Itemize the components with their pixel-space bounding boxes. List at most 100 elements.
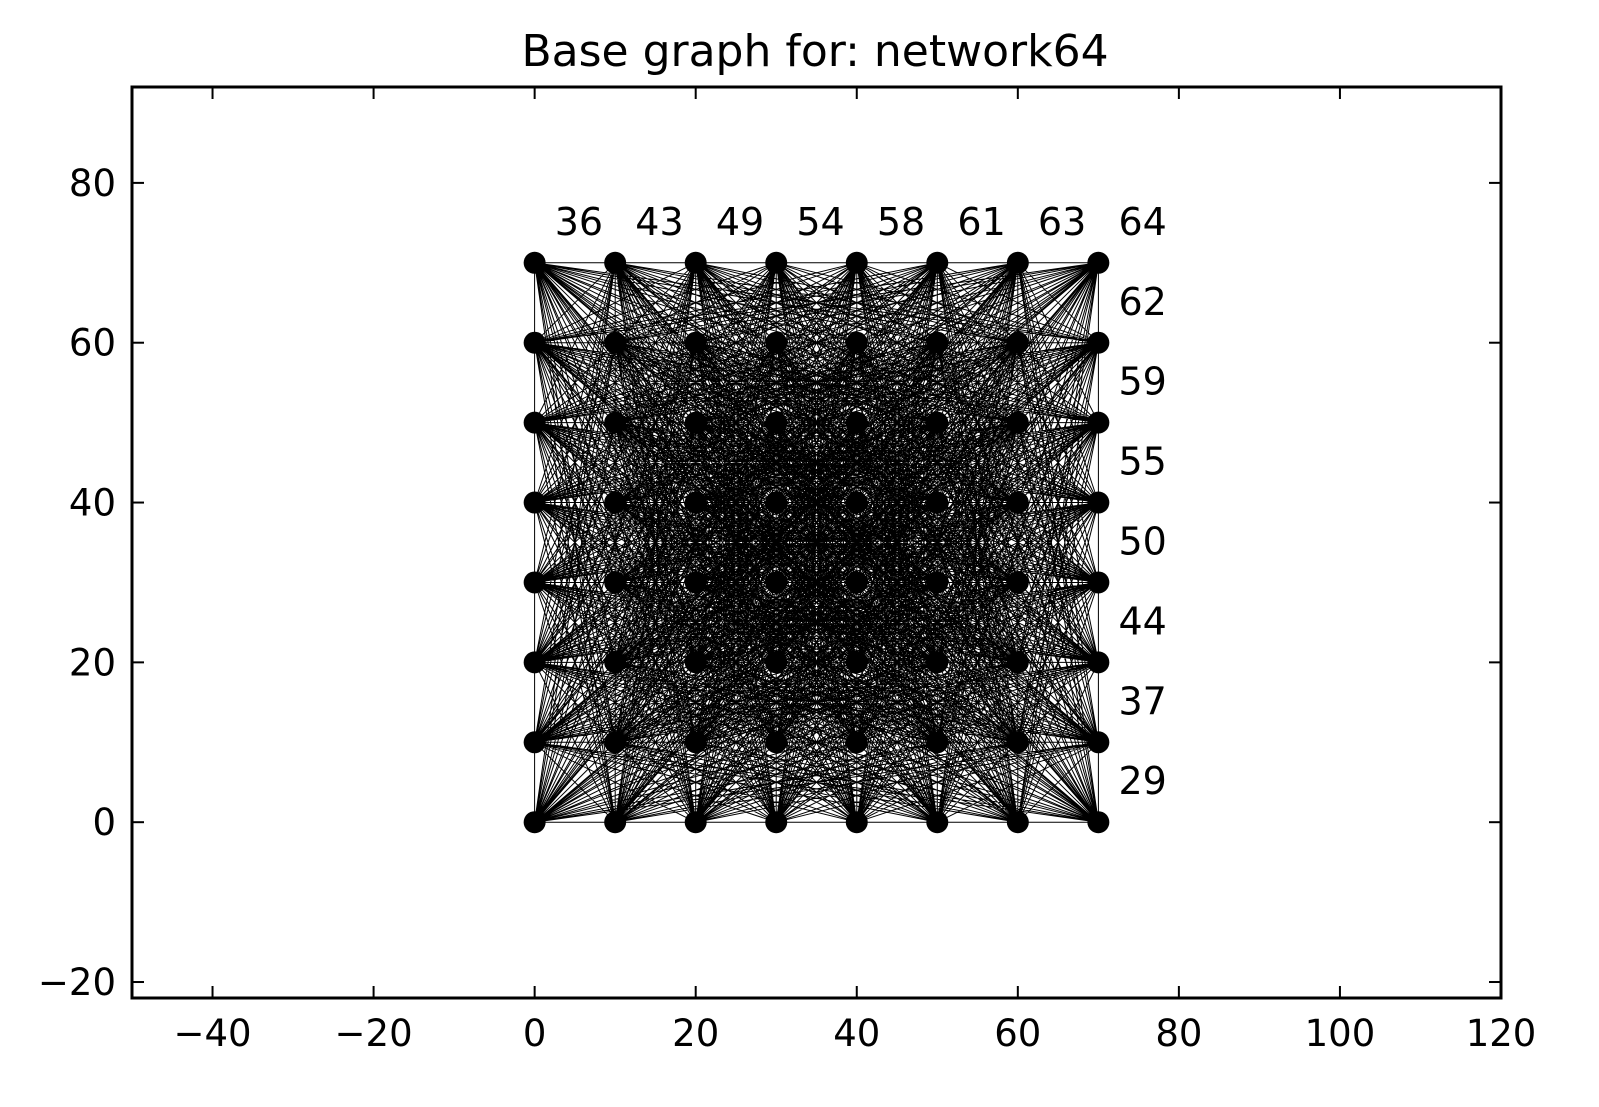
graph-node bbox=[1006, 811, 1029, 834]
graph-node bbox=[684, 491, 707, 514]
graph-node bbox=[845, 331, 868, 354]
graph-node bbox=[765, 491, 788, 514]
graph-node bbox=[845, 491, 868, 514]
node-label-right: 55 bbox=[1118, 440, 1166, 484]
x-tick-label: 20 bbox=[672, 1012, 719, 1055]
y-tick-label: 40 bbox=[69, 482, 116, 525]
axis-tick-labels: −40 −20 0 20 40 60 80 100 120 −20 0 20 40 60 80 bbox=[38, 162, 1536, 1055]
node-label-top: 36 bbox=[555, 200, 603, 244]
graph-node bbox=[926, 411, 949, 434]
node-labels: 36 43 49 54 58 61 63 64 62 59 55 50 44 37 29 bbox=[555, 200, 1167, 803]
graph-node bbox=[523, 811, 546, 834]
graph-node bbox=[1006, 251, 1029, 274]
graph-node bbox=[845, 411, 868, 434]
x-tick-label: 120 bbox=[1466, 1012, 1537, 1055]
graph-node bbox=[523, 571, 546, 594]
graph-node bbox=[926, 251, 949, 274]
chart-title: Base graph for: network64 bbox=[521, 26, 1108, 77]
nodes bbox=[523, 251, 1110, 834]
graph-node bbox=[926, 491, 949, 514]
graph-node bbox=[926, 731, 949, 754]
node-label-right: 59 bbox=[1118, 360, 1166, 404]
graph-node bbox=[1087, 491, 1110, 514]
graph-node bbox=[684, 411, 707, 434]
graph-node bbox=[684, 331, 707, 354]
node-label-right: 29 bbox=[1118, 759, 1166, 803]
x-tick-label: 40 bbox=[833, 1012, 880, 1055]
node-label-top: 54 bbox=[796, 200, 844, 244]
graph-node bbox=[765, 331, 788, 354]
graph-node bbox=[604, 411, 627, 434]
node-label-top: 49 bbox=[716, 200, 764, 244]
graph-node bbox=[604, 651, 627, 674]
y-tick-label: 60 bbox=[69, 322, 116, 365]
y-tick-label: 20 bbox=[69, 641, 116, 684]
plot-frame bbox=[130, 85, 1503, 1000]
graph-node bbox=[523, 651, 546, 674]
graph-node bbox=[765, 811, 788, 834]
node-label-top: 58 bbox=[877, 200, 925, 244]
graph-node bbox=[1006, 651, 1029, 674]
y-tick-label: 80 bbox=[69, 162, 116, 205]
graph-node bbox=[926, 811, 949, 834]
graph-node bbox=[604, 811, 627, 834]
graph-node bbox=[1006, 411, 1029, 434]
graph-node bbox=[684, 651, 707, 674]
graph-node bbox=[1087, 331, 1110, 354]
graph-node bbox=[523, 251, 546, 274]
y-tick-label: −20 bbox=[38, 961, 116, 1004]
x-tick-label: 100 bbox=[1305, 1012, 1376, 1055]
graph-node bbox=[765, 251, 788, 274]
graph-node bbox=[604, 331, 627, 354]
node-label-top: 61 bbox=[957, 200, 1005, 244]
graph-node bbox=[845, 251, 868, 274]
graph-node bbox=[926, 651, 949, 674]
graph-node bbox=[523, 331, 546, 354]
graph-node bbox=[604, 251, 627, 274]
x-tick-label: 80 bbox=[1155, 1012, 1202, 1055]
node-label-right: 62 bbox=[1118, 280, 1166, 324]
graph-node bbox=[1006, 731, 1029, 754]
graph-node bbox=[684, 571, 707, 594]
node-label-right: 50 bbox=[1118, 519, 1166, 563]
graph-node bbox=[845, 651, 868, 674]
node-label-right: 44 bbox=[1118, 599, 1166, 643]
graph-node bbox=[1006, 331, 1029, 354]
graph-node bbox=[604, 571, 627, 594]
graph-node bbox=[845, 811, 868, 834]
graph-node bbox=[845, 731, 868, 754]
graph-node bbox=[1087, 251, 1110, 274]
graph-node bbox=[1006, 491, 1029, 514]
x-tick-label: 60 bbox=[994, 1012, 1041, 1055]
graph-node bbox=[926, 331, 949, 354]
y-tick-label: 0 bbox=[92, 801, 116, 844]
graph-node bbox=[523, 731, 546, 754]
graph-node bbox=[604, 491, 627, 514]
node-label-top: 63 bbox=[1038, 200, 1086, 244]
graph-node bbox=[765, 571, 788, 594]
x-tick-label: −20 bbox=[335, 1012, 413, 1055]
graph-node bbox=[1087, 411, 1110, 434]
node-label-right: 37 bbox=[1118, 679, 1166, 723]
graph-node bbox=[1087, 811, 1110, 834]
graph-node bbox=[523, 491, 546, 514]
graph-node bbox=[926, 571, 949, 594]
x-tick-label: 0 bbox=[523, 1012, 547, 1055]
graph-node bbox=[765, 731, 788, 754]
graph-node bbox=[1006, 571, 1029, 594]
node-label-right: 64 bbox=[1118, 200, 1166, 244]
graph-node bbox=[765, 411, 788, 434]
graph-node bbox=[845, 571, 868, 594]
graph-node bbox=[684, 811, 707, 834]
x-tick-label: −40 bbox=[173, 1012, 251, 1055]
graph-node bbox=[523, 411, 546, 434]
graph-node bbox=[1087, 651, 1110, 674]
graph-node bbox=[765, 651, 788, 674]
node-label-top: 43 bbox=[635, 200, 683, 244]
graph-node bbox=[1087, 571, 1110, 594]
graph-node bbox=[604, 731, 627, 754]
graph-node bbox=[1087, 731, 1110, 754]
graph-node bbox=[684, 251, 707, 274]
graph-node bbox=[684, 731, 707, 754]
